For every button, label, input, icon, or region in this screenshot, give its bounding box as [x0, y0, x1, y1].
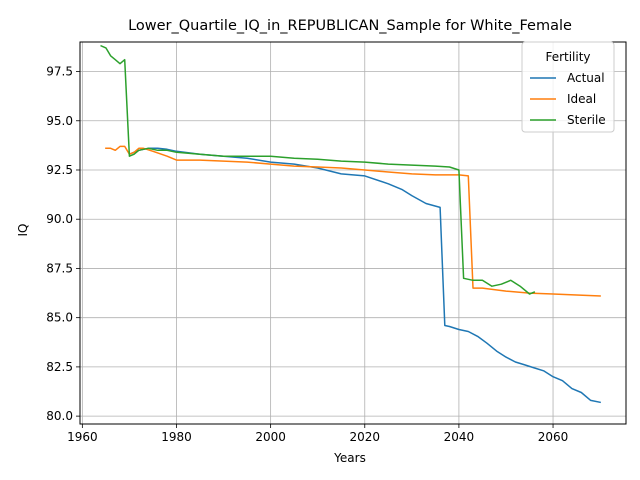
- legend-title: Fertility: [545, 50, 590, 64]
- x-tick-label: 2040: [444, 430, 475, 444]
- y-tick-label: 92.5: [46, 163, 73, 177]
- x-tick-label: 2020: [349, 430, 380, 444]
- x-tick-label: 1980: [161, 430, 192, 444]
- series-line-sterile: [100, 44, 536, 295]
- chart-title: Lower_Quartile_IQ_in_REPUBLICAN_Sample f…: [128, 18, 572, 34]
- y-tick-label: 87.5: [46, 261, 73, 275]
- x-axis-label: Years: [333, 451, 366, 465]
- x-tick-label: 2060: [538, 430, 569, 444]
- y-tick-label: 82.5: [46, 360, 73, 374]
- x-tick-label: 1960: [67, 430, 98, 444]
- plot-area-frame: [79, 41, 627, 425]
- y-tick-label: 97.5: [46, 65, 73, 79]
- x-tick-label: 2000: [255, 430, 286, 444]
- series-lines: [100, 44, 601, 404]
- y-tick-label: 95.0: [46, 114, 73, 128]
- y-tick-label: 80.0: [46, 409, 73, 423]
- legend: Fertility Actual Ideal Sterile: [521, 41, 615, 133]
- series-line-ideal: [105, 145, 601, 297]
- y-tick-label: 90.0: [46, 212, 73, 226]
- legend-entries: Actual Ideal Sterile: [530, 71, 606, 127]
- legend-label-actual: Actual: [567, 71, 605, 85]
- y-axis-ticks: 80.0 82.5 85.0 87.5 90.0 92.5 95.0 97.5: [46, 65, 80, 423]
- legend-label-sterile: Sterile: [567, 113, 606, 127]
- legend-label-ideal: Ideal: [567, 92, 596, 106]
- x-axis-ticks: 1960 1980 2000 2020 2040 2060: [67, 424, 568, 444]
- y-axis-label: IQ: [16, 224, 30, 237]
- legend-box: [521, 41, 615, 133]
- y-tick-label: 85.0: [46, 311, 73, 325]
